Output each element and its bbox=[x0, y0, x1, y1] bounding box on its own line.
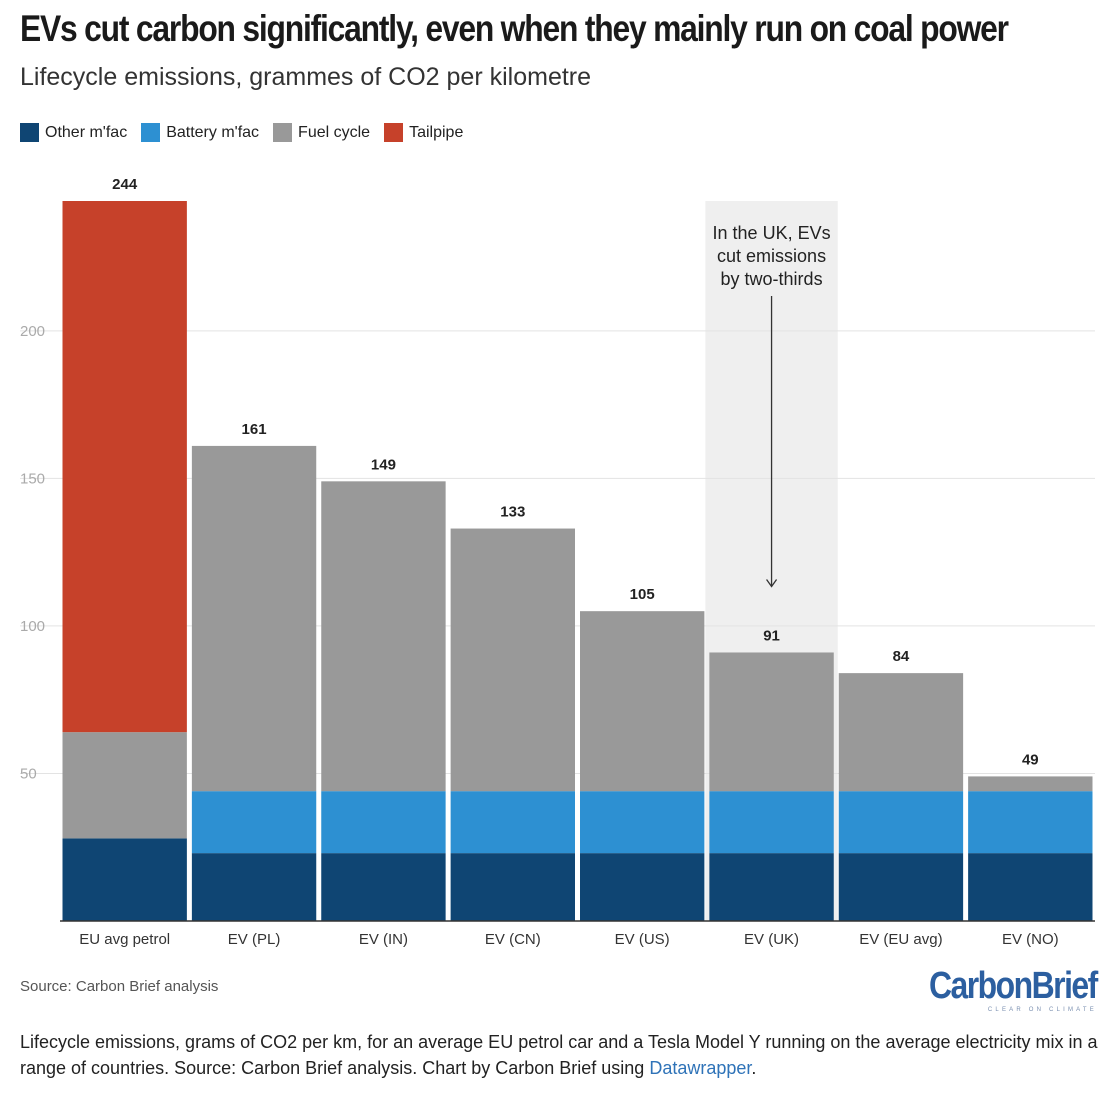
legend-swatch-battery-mfac bbox=[141, 123, 161, 142]
caption-end: . bbox=[751, 1058, 757, 1078]
bar-ev-cn-other-m-fac bbox=[450, 853, 575, 921]
y-tick-label-100: 100 bbox=[20, 618, 45, 635]
data-label-ev-eu-avg: 84 bbox=[893, 648, 910, 665]
legend-label-battery-mfac: Battery m'fac bbox=[166, 123, 260, 141]
legend-label-fuel-cycle: Fuel cycle bbox=[298, 123, 371, 141]
annotation-arrow-head bbox=[766, 579, 778, 588]
caption-text: Lifecycle emissions, grams of CO2 per km… bbox=[20, 1032, 1098, 1078]
data-label-ev-pl: 161 bbox=[242, 421, 267, 438]
bar-ev-in-fuel-cycle bbox=[321, 481, 446, 792]
legend-item-fuel-cycle: Fuel cycle bbox=[273, 123, 370, 142]
logo-wordmark: CarbonBrief bbox=[929, 965, 1098, 1007]
legend-item-battery-mfac: Battery m'fac bbox=[141, 123, 259, 142]
legend-item-other-mfac: Other m'fac bbox=[20, 123, 127, 142]
legend-label-other-mfac: Other m'fac bbox=[45, 123, 128, 141]
bar-ev-us-fuel-cycle bbox=[580, 611, 705, 792]
category-label-eu-avg-petrol: EU avg petrol bbox=[79, 931, 170, 948]
data-label-ev-uk: 91 bbox=[763, 627, 780, 644]
bar-ev-no-battery-m-fac bbox=[968, 791, 1093, 854]
bar-ev-us-other-m-fac bbox=[580, 853, 705, 921]
source-note: Source: Carbon Brief analysis bbox=[20, 978, 219, 995]
data-label-ev-in: 149 bbox=[371, 456, 396, 473]
category-label-ev-cn: EV (CN) bbox=[485, 931, 541, 948]
data-label-ev-us: 105 bbox=[630, 586, 655, 603]
data-label-eu-avg-petrol: 244 bbox=[112, 176, 138, 193]
legend-swatch-fuel-cycle bbox=[273, 123, 293, 142]
bar-ev-cn-battery-m-fac bbox=[450, 791, 575, 854]
bar-ev-uk-battery-m-fac bbox=[709, 791, 834, 854]
bar-eu-avg-petrol-tailpipe bbox=[62, 201, 187, 733]
category-label-ev-us: EV (US) bbox=[615, 931, 670, 948]
bar-eu-avg-petrol-other-m-fac bbox=[62, 838, 187, 921]
legend-swatch-other-mfac bbox=[20, 123, 39, 142]
figure-caption: Lifecycle emissions, grams of CO2 per km… bbox=[20, 1029, 1105, 1081]
category-label-ev-uk: EV (UK) bbox=[744, 931, 799, 948]
chart-subtitle: Lifecycle emissions, grammes of CO2 per … bbox=[20, 63, 592, 91]
data-label-ev-cn: 133 bbox=[500, 504, 525, 521]
category-label-ev-eu-avg: EV (EU avg) bbox=[859, 931, 942, 948]
data-label-ev-no: 49 bbox=[1022, 751, 1039, 768]
bar-ev-uk-other-m-fac bbox=[709, 853, 834, 921]
y-tick-label-150: 150 bbox=[20, 470, 45, 487]
bar-ev-no-other-m-fac bbox=[968, 853, 1093, 921]
datawrapper-link[interactable]: Datawrapper bbox=[649, 1058, 752, 1078]
bar-eu-avg-petrol-fuel-cycle bbox=[62, 732, 187, 839]
bar-ev-in-battery-m-fac bbox=[321, 791, 446, 854]
y-tick-label-50: 50 bbox=[20, 765, 37, 782]
bar-ev-eu-avg-fuel-cycle bbox=[838, 673, 964, 792]
annotation-line-3: by two-thirds bbox=[721, 269, 823, 289]
bar-ev-us-battery-m-fac bbox=[580, 791, 705, 854]
chart-title: EVs cut carbon significantly, even when … bbox=[20, 8, 1009, 49]
y-tick-label-200: 200 bbox=[20, 323, 45, 340]
bar-ev-uk-fuel-cycle bbox=[709, 652, 834, 792]
annotation-line-2: cut emissions bbox=[717, 246, 826, 266]
bar-ev-eu-avg-battery-m-fac bbox=[838, 791, 964, 854]
legend-label-tailpipe: Tailpipe bbox=[409, 123, 464, 141]
category-label-ev-pl: EV (PL) bbox=[228, 931, 281, 948]
bar-ev-in-other-m-fac bbox=[321, 853, 446, 921]
logo-tagline: CLEAR ON CLIMATE bbox=[987, 1007, 1097, 1013]
category-label-ev-in: EV (IN) bbox=[359, 931, 408, 948]
bar-ev-pl-fuel-cycle bbox=[191, 445, 317, 792]
carbonbrief-logo[interactable]: CarbonBrief CLEAR ON CLIMATE bbox=[897, 965, 1098, 1013]
bar-ev-pl-battery-m-fac bbox=[191, 791, 317, 854]
legend: Other m'fac Battery m'fac Fuel cycle Tai… bbox=[20, 123, 463, 142]
bar-ev-pl-other-m-fac bbox=[191, 853, 317, 921]
bar-ev-eu-avg-other-m-fac bbox=[838, 853, 964, 921]
annotation-line-1: In the UK, EVs bbox=[713, 223, 831, 243]
stacked-bar-chart: 50 100 150 200 244 EU avg petrol 161 EV (PL) 149… bbox=[20, 176, 1095, 948]
category-label-ev-no: EV (NO) bbox=[1002, 931, 1059, 948]
bar-ev-no-fuel-cycle bbox=[968, 776, 1093, 792]
legend-swatch-tailpipe bbox=[384, 123, 404, 142]
bar-ev-cn-fuel-cycle bbox=[450, 528, 575, 792]
legend-item-tailpipe: Tailpipe bbox=[384, 123, 463, 142]
